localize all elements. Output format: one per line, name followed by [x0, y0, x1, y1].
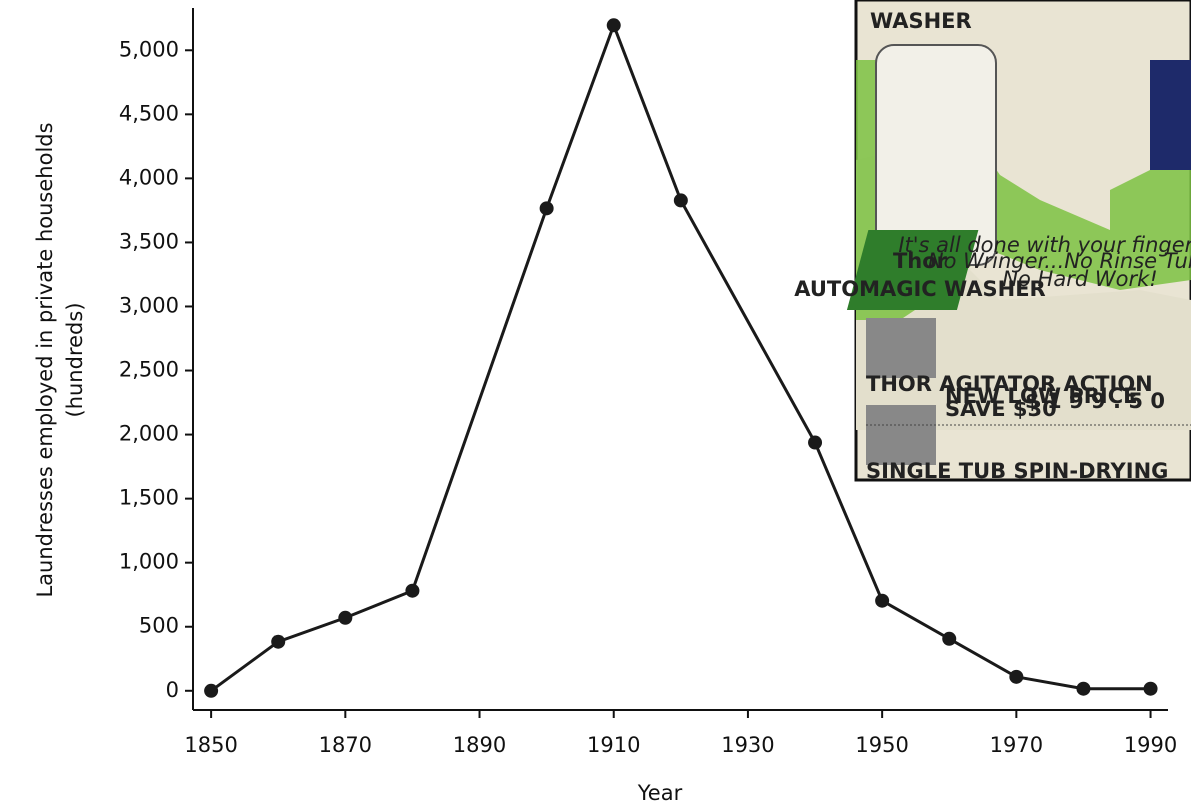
data-point — [204, 683, 219, 698]
inset-text: SAVE $30 — [945, 397, 1057, 421]
y-tick-label: 4,500 — [119, 101, 179, 125]
y-tick-label: 4,000 — [119, 165, 179, 189]
data-point — [1076, 681, 1091, 696]
data-point — [942, 631, 957, 646]
x-tick-label: 1890 — [453, 733, 506, 757]
data-point — [1143, 681, 1158, 696]
data-point — [606, 18, 621, 33]
inset-text: THOR AGITATOR ACTION — [866, 372, 1153, 396]
y-tick-label: 1,000 — [119, 550, 179, 574]
y-tick-label: 3,500 — [119, 229, 179, 253]
data-point — [875, 593, 890, 608]
x-tick-label: 1930 — [721, 733, 774, 757]
y-tick-label: 2,000 — [119, 422, 179, 446]
x-tick-label: 1850 — [184, 733, 237, 757]
y-tick-label: 500 — [139, 614, 179, 638]
inset-text: NEW LOW PRICE — [945, 384, 1138, 408]
y-axis-label: Laundresses employed in private househol… — [33, 122, 57, 597]
inset-logo-box — [846, 230, 979, 310]
y-tick-label: 3,000 — [119, 293, 179, 317]
inset-text: No Hard Work! — [1002, 267, 1157, 291]
inset-text: Thor — [893, 249, 948, 273]
inset-photo — [866, 318, 936, 378]
data-point — [539, 201, 554, 216]
inset-text: It's all done with your fingertips... — [898, 233, 1191, 257]
y-axis-label: (hundreds) — [63, 302, 87, 417]
inset-panel — [1150, 60, 1191, 170]
data-point — [808, 435, 823, 450]
data-point — [673, 193, 688, 208]
inset-text: WASHER — [870, 9, 972, 33]
x-tick-label: 1910 — [587, 733, 640, 757]
y-tick-label: 0 — [166, 678, 179, 702]
y-tick-label: 5,000 — [119, 37, 179, 61]
data-point — [338, 610, 353, 625]
data-point — [405, 583, 420, 598]
inset-text: $199.50 — [1025, 389, 1165, 413]
y-tick-label: 2,500 — [119, 358, 179, 382]
plot: 0 500 1,000 1,500 2,000 2,500 3,000 3,500 4,000 4… — [119, 8, 1177, 757]
inset-text: No Wringer...No Rinse Tubs... — [928, 249, 1191, 273]
inset-text: AUTOMAGIC WASHER — [794, 277, 1045, 301]
x-tick-label: 1970 — [990, 733, 1043, 757]
data-point — [1009, 669, 1024, 684]
inset-bg — [856, 150, 1191, 430]
data-point — [271, 634, 286, 649]
x-tick-label: 1990 — [1124, 733, 1177, 757]
inset-advertisement: WASHER Thor AUTOMAGIC WASHER It's all done … — [794, 0, 1191, 483]
x-tick-label: 1870 — [319, 733, 372, 757]
inset-photo — [866, 405, 936, 465]
x-axis-label: Year — [637, 781, 683, 805]
x-tick-label: 1950 — [855, 733, 908, 757]
inset-text: SINGLE TUB SPIN-DRYING — [866, 459, 1168, 483]
y-tick-label: 1,500 — [119, 486, 179, 510]
